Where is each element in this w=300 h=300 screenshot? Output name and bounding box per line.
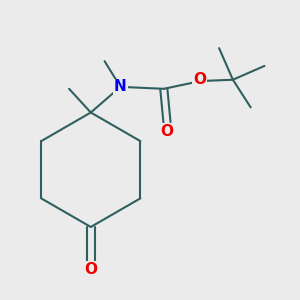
Text: O: O: [193, 72, 206, 87]
Text: N: N: [114, 79, 127, 94]
Text: O: O: [160, 124, 173, 139]
Text: O: O: [84, 262, 97, 277]
